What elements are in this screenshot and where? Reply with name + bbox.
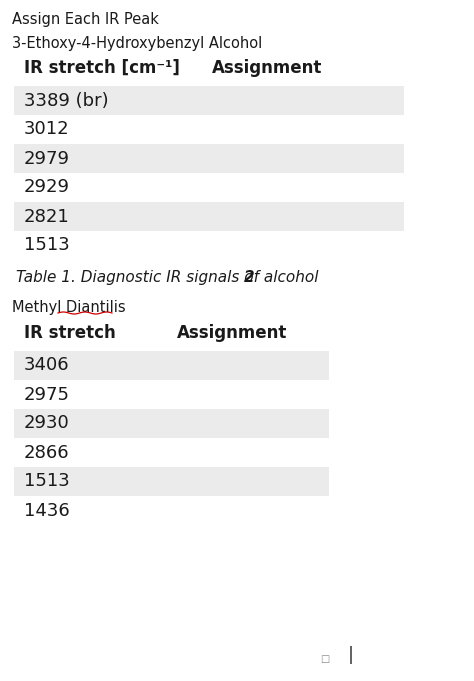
Text: 2930: 2930 (24, 415, 70, 432)
Text: 3406: 3406 (24, 356, 70, 375)
Text: Assignment: Assignment (212, 59, 322, 77)
Text: 3012: 3012 (24, 121, 70, 138)
Text: 2975: 2975 (24, 385, 70, 404)
Bar (14, 86, 404, 115)
Text: 2866: 2866 (24, 443, 70, 462)
Text: 2821: 2821 (24, 208, 70, 225)
Text: Methyl Diantilis: Methyl Diantilis (12, 300, 126, 315)
Bar (14, 144, 404, 173)
Text: 1513: 1513 (24, 236, 70, 255)
Text: 1436: 1436 (24, 501, 70, 520)
Text: □: □ (320, 654, 329, 664)
Text: 2979: 2979 (24, 150, 70, 168)
Text: Table 1. Diagnostic IR signals of alcohol: Table 1. Diagnostic IR signals of alcoho… (16, 270, 323, 285)
Text: IR stretch [cm⁻¹]: IR stretch [cm⁻¹] (24, 59, 180, 77)
Text: |: | (348, 646, 354, 664)
Bar (14, 467, 329, 496)
Text: 2929: 2929 (24, 178, 70, 197)
Text: 3389 (br): 3389 (br) (24, 91, 109, 110)
Text: Assign Each IR Peak: Assign Each IR Peak (12, 12, 159, 27)
Bar (14, 409, 329, 438)
Text: Assignment: Assignment (177, 324, 287, 342)
Text: 3-Ethoxy-4-Hydroxybenzyl Alcohol: 3-Ethoxy-4-Hydroxybenzyl Alcohol (12, 36, 262, 51)
Text: IR stretch: IR stretch (24, 324, 116, 342)
Text: 2: 2 (244, 270, 255, 285)
Text: 1513: 1513 (24, 473, 70, 490)
Bar (14, 351, 329, 380)
Bar (14, 202, 404, 231)
